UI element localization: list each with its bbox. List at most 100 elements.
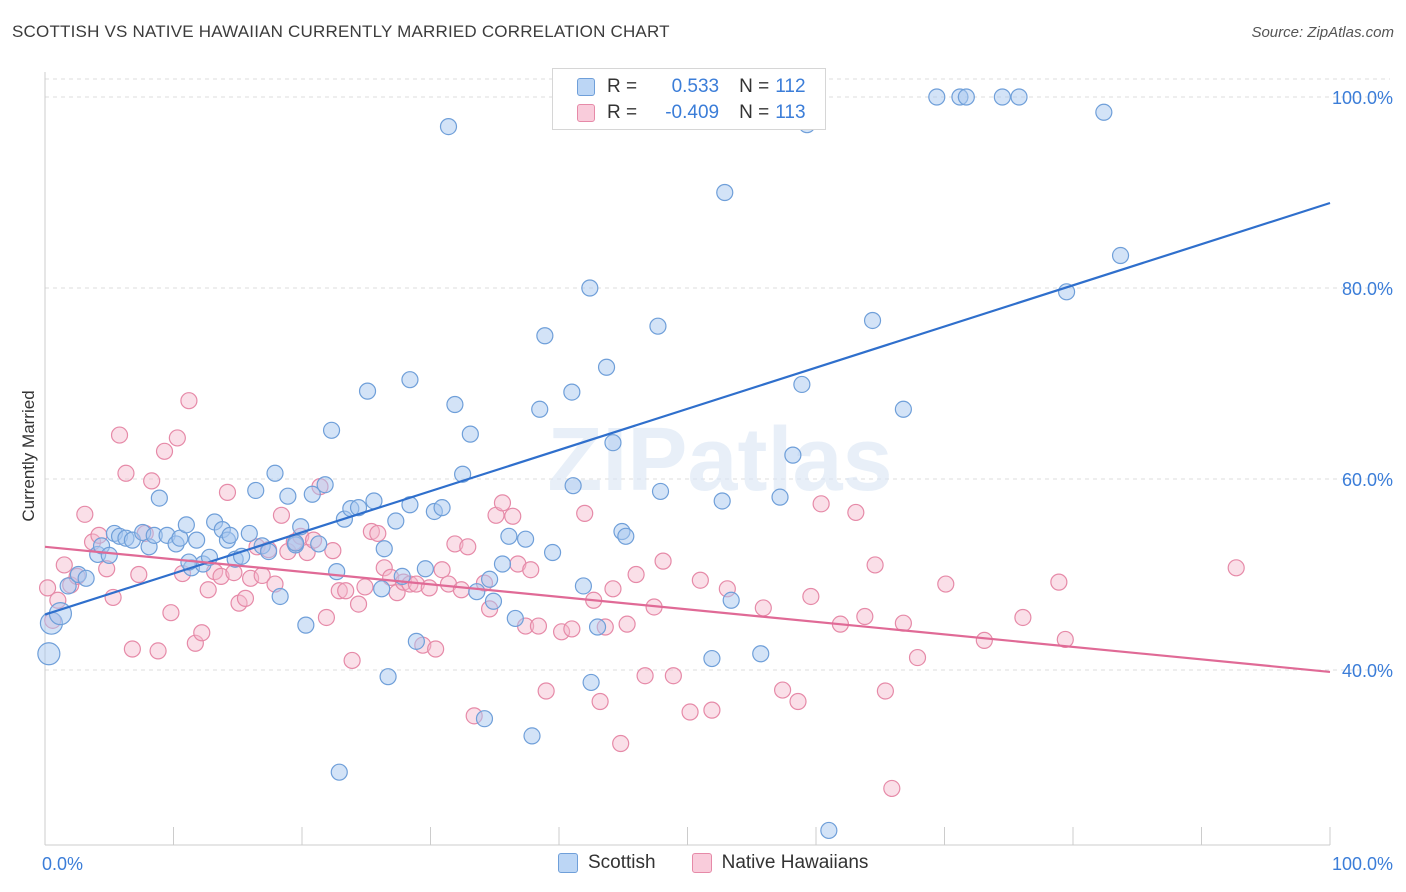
stats-legend: R = 0.533 N = 112 R = -0.409 N = 113 (552, 68, 826, 130)
native-hawaiians-point (110, 426, 129, 444)
native-hawaiians-point (681, 703, 699, 721)
native-hawaiians-point (420, 579, 438, 597)
native-hawaiians-point (975, 631, 993, 649)
scottish-point (523, 727, 541, 745)
scottish-point (543, 543, 562, 562)
y-axis-label: Currently Married (19, 390, 38, 521)
r-label: R = (607, 102, 638, 123)
scottish-point (784, 446, 802, 464)
native-hawaiians-point (591, 692, 609, 711)
scottish-trend-line (44, 201, 1331, 616)
native-hawaiians-point (459, 538, 477, 556)
legend-label-scottish: Scottish (588, 852, 656, 873)
scottish-point (401, 371, 419, 389)
native-hawaiians-point (38, 579, 57, 597)
native-hawaiians-point (654, 552, 672, 570)
native-hawaiians-point (504, 507, 522, 525)
native-hawaiians-point (754, 599, 772, 617)
r-label: R = (607, 76, 638, 97)
scottish-point (358, 382, 377, 400)
native-hawaiians-swatch (691, 853, 712, 873)
scottish-point (271, 587, 289, 606)
scottish-point (771, 488, 789, 506)
scottish-point (928, 88, 946, 106)
scottish-point (1095, 103, 1113, 121)
scottish-point (564, 477, 582, 495)
scottish-point (240, 524, 258, 543)
r-value-scottish: 0.533 (671, 76, 720, 97)
n-label: N = (739, 102, 770, 123)
legend-item-native-hawaiians[interactable]: Native Hawaiians (691, 852, 868, 874)
n-value-scottish: 112 (775, 76, 806, 97)
scottish-point (500, 527, 518, 545)
native-hawaiians-point (1056, 630, 1074, 649)
native-hawaiians-point (1014, 608, 1032, 627)
scottish-point (957, 88, 975, 106)
native-hawaiians-point (627, 565, 645, 584)
series-legend: Scottish Native Hawaiians (558, 852, 904, 874)
scottish-point (588, 618, 607, 636)
native-hawaiians-point (537, 682, 555, 700)
native-hawaiians-point (522, 561, 540, 579)
scottish-point (713, 492, 731, 510)
scottish-point (1111, 246, 1130, 265)
legend-item-scottish[interactable]: Scottish (558, 852, 656, 874)
scottish-point (375, 540, 393, 558)
stats-row-scottish: R = 0.533 N = 112 (577, 74, 806, 100)
x-tick-label: 100.0% (1332, 854, 1393, 874)
scottish-point (481, 570, 499, 588)
y-tick-label: 80.0% (1342, 279, 1393, 299)
scottish-point (1010, 88, 1028, 106)
native-hawaiians-point (856, 607, 874, 626)
scottish-point (266, 464, 284, 482)
native-hawaiians-point (703, 701, 721, 719)
scottish-point (563, 383, 581, 401)
native-hawaiians-point (427, 640, 445, 658)
native-hawaiians-point (908, 648, 927, 667)
scottish-points (37, 88, 1130, 840)
scottish-point (536, 327, 554, 345)
native-hawaiians-point (604, 580, 622, 598)
native-hawaiians-point (493, 494, 512, 512)
scottish-point (581, 279, 599, 297)
native-hawaiians-point (847, 503, 865, 522)
scottish-point (188, 531, 206, 549)
native-hawaiians-point (446, 535, 464, 553)
scottish-point (993, 88, 1011, 106)
native-hawaiians-point (349, 595, 368, 613)
scottish-point (863, 311, 882, 330)
scottish-point (468, 583, 486, 601)
scottish-point (439, 118, 458, 136)
native-hawaiians-point (529, 617, 548, 635)
scottish-point (820, 821, 838, 840)
scottish-point (475, 710, 494, 728)
scottish-point (531, 400, 549, 418)
scottish-point (793, 375, 811, 394)
native-hawaiians-point (130, 565, 148, 584)
native-hawaiians-point (317, 608, 336, 627)
native-hawaiians-point (789, 692, 807, 711)
scottish-point (894, 400, 912, 418)
native-hawaiians-swatch (577, 104, 595, 122)
scottish-point (373, 580, 391, 598)
native-hawaiians-point (362, 522, 380, 541)
native-hawaiians-point (1227, 559, 1245, 577)
native-hawaiians-point (324, 542, 342, 560)
scottish-point (407, 632, 425, 650)
scottish-point (649, 317, 667, 335)
native-hawaiians-point (330, 582, 348, 600)
native-hawaiians-point (866, 556, 884, 574)
scottish-swatch (577, 78, 595, 96)
scottish-point (259, 542, 278, 561)
native-hawaiians-point (576, 504, 594, 522)
native-hawaiians-point (612, 734, 630, 753)
y-tick-label: 60.0% (1342, 470, 1393, 490)
native-hawaiians-point (123, 640, 141, 658)
scottish-point (100, 546, 118, 565)
scottish-point (582, 673, 600, 692)
native-hawaiians-point (155, 442, 174, 460)
native-hawaiians-point (337, 582, 355, 600)
native-hawaiians-point (618, 615, 636, 633)
native-hawaiians-point (117, 464, 135, 482)
